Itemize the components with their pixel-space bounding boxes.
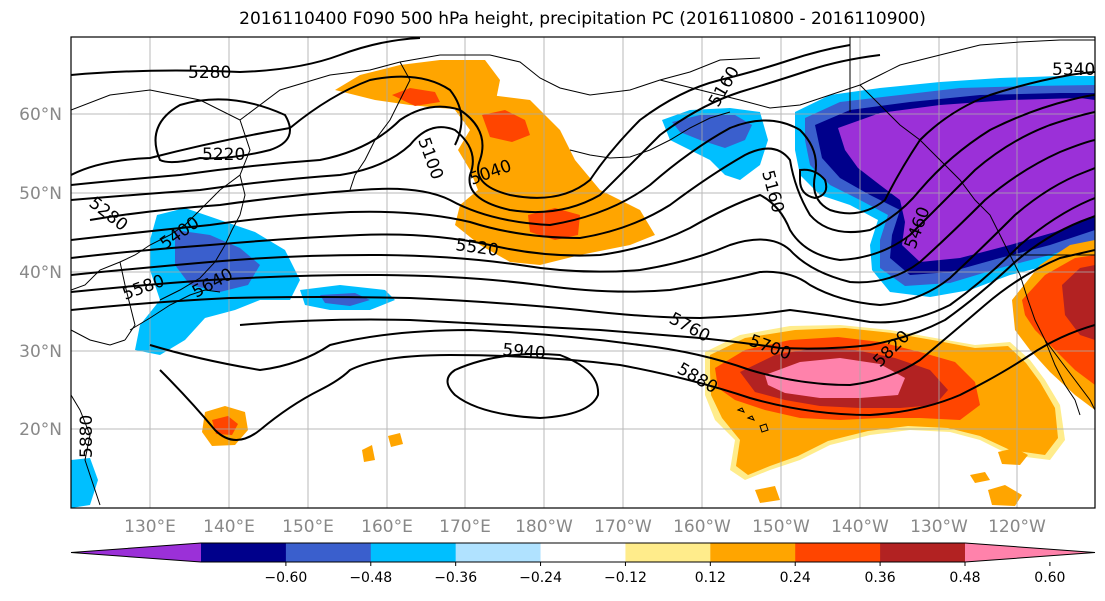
shade-spot-6 bbox=[755, 486, 780, 503]
precipitation-shading bbox=[71, 60, 1095, 508]
contour-a bbox=[71, 44, 851, 199]
colorbar-swatch bbox=[285, 543, 372, 562]
coast-nwamerica bbox=[859, 84, 1095, 411]
contour-label: 5940 bbox=[502, 340, 547, 364]
coast-hawaii bbox=[736, 407, 769, 433]
lon-label: 150°W bbox=[752, 517, 810, 537]
lon-label: 180°W bbox=[515, 517, 573, 537]
colorbar-tick-label: −0.48 bbox=[349, 570, 392, 586]
colorbar-swatch bbox=[795, 543, 881, 562]
colorbar-swatch bbox=[540, 543, 626, 562]
colorbar-extend-high bbox=[965, 543, 1095, 562]
contour-d bbox=[71, 94, 1095, 241]
map-title: 2016110400 F090 500 hPa height, precipit… bbox=[239, 9, 926, 29]
contour-c bbox=[89, 71, 1095, 227]
contour-label: 5220 bbox=[202, 145, 245, 165]
lon-label: 170°W bbox=[594, 517, 652, 537]
lon-label: 160°W bbox=[673, 517, 731, 537]
colorbar-swatch bbox=[710, 543, 796, 562]
contour-label: 5340 bbox=[1052, 60, 1095, 80]
contour-h bbox=[71, 197, 1095, 324]
contour-5280-top bbox=[71, 37, 421, 76]
coast-philippines bbox=[71, 394, 101, 506]
coast-okhotsk bbox=[239, 54, 761, 121]
longitude-labels: 130°E 140°E 150°E 160°E 170°E 180°W 170°… bbox=[124, 517, 1046, 537]
colorbar-tick-label: 0.24 bbox=[780, 570, 811, 586]
colorbar-swatch bbox=[201, 543, 287, 562]
lon-label: 140°E bbox=[203, 517, 255, 537]
contour-g bbox=[71, 167, 1095, 307]
shade-pink-subtrop bbox=[765, 358, 905, 398]
coastlines bbox=[71, 37, 1095, 506]
colorbar-tick-label: 0.36 bbox=[865, 570, 896, 586]
shade-redorange-spot-wpac bbox=[212, 416, 238, 435]
contour-5220-loop bbox=[154, 98, 291, 164]
height-contours bbox=[71, 37, 1095, 441]
lat-label: 50°N bbox=[19, 184, 62, 204]
contour-cutoff bbox=[799, 168, 828, 200]
shade-spot-4 bbox=[362, 445, 375, 462]
contour-f bbox=[71, 139, 1095, 284]
plot-frame bbox=[70, 36, 1096, 509]
shade-orange-okhotsk bbox=[335, 60, 500, 110]
lon-label: 160°E bbox=[361, 517, 413, 537]
contour-5940 bbox=[446, 353, 600, 420]
coast-asia bbox=[71, 89, 251, 291]
colorbar-extend-low bbox=[71, 543, 201, 562]
colorbar-swatch bbox=[370, 543, 457, 562]
lon-label: 120°W bbox=[988, 517, 1046, 537]
graticule bbox=[71, 37, 1095, 508]
colorbar-tick-label: −0.24 bbox=[519, 570, 562, 586]
shade-spot-2 bbox=[988, 485, 1022, 506]
contour-b bbox=[71, 54, 881, 214]
shade-darkred-uswest bbox=[1062, 265, 1095, 340]
map-plot-area: 5280 5220 5280 5400 5580 5640 5100 5040 … bbox=[71, 37, 1095, 508]
contour-5820 bbox=[149, 249, 1095, 387]
shade-blue-aleutian bbox=[672, 115, 752, 148]
lat-label: 60°N bbox=[19, 105, 62, 125]
colorbar-swatch bbox=[880, 543, 966, 562]
contour-label: 5280 bbox=[188, 63, 231, 83]
lat-label: 30°N bbox=[19, 342, 62, 362]
lat-label: 20°N bbox=[19, 420, 62, 440]
lon-label: 140°W bbox=[831, 517, 889, 537]
colorbar-tick-label: −0.12 bbox=[604, 570, 647, 586]
lon-label: 130°E bbox=[124, 517, 176, 537]
latitude-labels: 60°N 50°N 40°N 30°N 20°N bbox=[19, 105, 62, 440]
shade-spot-5 bbox=[388, 433, 403, 447]
colorbar-tick-label: 0.48 bbox=[949, 570, 980, 586]
shade-redorange-bering bbox=[482, 110, 530, 142]
coast-baja bbox=[1044, 339, 1081, 416]
contour-e bbox=[71, 111, 1095, 262]
lon-label: 130°W bbox=[910, 517, 968, 537]
shade-spot-3 bbox=[970, 472, 990, 483]
colorbar-tick-label: −0.36 bbox=[434, 570, 477, 586]
colorbar-tick-label: 0.60 bbox=[1034, 570, 1065, 586]
coast-alaska bbox=[659, 39, 1095, 109]
colorbar-outline bbox=[70, 542, 1096, 563]
colorbar-tick-label: 0.12 bbox=[695, 570, 726, 586]
colorbar-tick-label: −0.60 bbox=[264, 570, 307, 586]
shade-purple-ne bbox=[838, 98, 1095, 262]
coast-aleutians bbox=[569, 111, 731, 159]
colorbar-swatch bbox=[625, 543, 711, 562]
coast-china bbox=[71, 329, 126, 346]
shade-spot-1 bbox=[998, 448, 1028, 465]
colorbar: −0.60 −0.48 −0.36 −0.24 −0.12 0.12 0.24 0.36 0.4… bbox=[70, 542, 1096, 586]
lon-label: 150°E bbox=[282, 517, 334, 537]
contour-5760 bbox=[239, 215, 1095, 350]
colorbar-swatch bbox=[455, 543, 542, 562]
lat-label: 40°N bbox=[19, 263, 62, 283]
lon-label: 170°E bbox=[439, 517, 491, 537]
contour-5280-west bbox=[71, 75, 463, 176]
shade-spot-7 bbox=[71, 458, 98, 508]
contour-label: 5880 bbox=[77, 415, 97, 458]
